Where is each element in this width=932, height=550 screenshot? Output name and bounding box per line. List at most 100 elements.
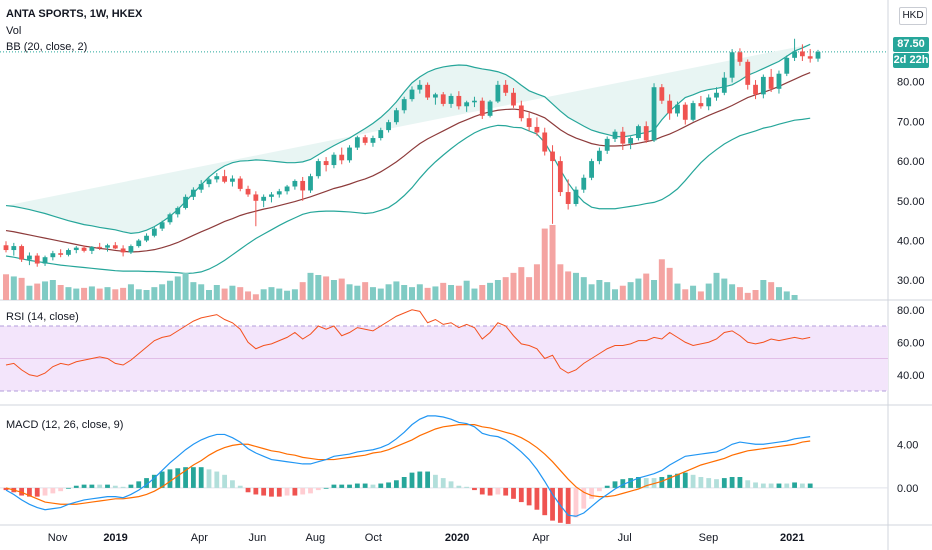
macd-histogram-bar xyxy=(34,487,40,497)
volume-bar xyxy=(65,287,72,300)
macd-histogram-bar xyxy=(737,477,743,488)
price-tick-label: 60.00 xyxy=(897,156,925,168)
candle-body xyxy=(261,196,267,201)
macd-histogram-bar xyxy=(596,487,602,492)
candle-body xyxy=(73,247,79,251)
macd-histogram-bar xyxy=(503,487,509,496)
volume-bar xyxy=(338,278,345,300)
candle-body xyxy=(589,161,594,178)
volume-bar xyxy=(518,267,525,300)
volume-bar xyxy=(463,280,470,300)
macd-histogram-bar xyxy=(393,480,399,488)
volume-bar xyxy=(565,271,572,300)
macd-histogram-bar xyxy=(245,487,251,493)
macd-histogram-bar xyxy=(315,487,321,491)
volume-bars xyxy=(3,225,798,300)
macd-histogram-bar xyxy=(776,483,782,488)
candle-body xyxy=(596,150,602,162)
volume-bar xyxy=(775,287,782,300)
candle-body xyxy=(425,84,431,98)
macd-label: MACD (12, 26, close, 9) xyxy=(6,419,124,431)
candle-body xyxy=(784,57,790,74)
volume-bar xyxy=(619,285,626,300)
candle-body xyxy=(760,76,766,95)
volume-bar xyxy=(42,281,49,300)
candle-body xyxy=(331,154,337,166)
volume-bar xyxy=(791,295,798,300)
macd-histogram-bar xyxy=(3,487,9,491)
macd-histogram-bar xyxy=(675,473,680,488)
rsi-label: RSI (14, close) xyxy=(6,311,79,323)
volume-bar xyxy=(229,285,236,300)
candle-body xyxy=(19,246,25,260)
volume-bar xyxy=(49,280,56,300)
macd-histogram-bar xyxy=(128,484,134,488)
candle-body xyxy=(675,104,680,114)
volume-bar xyxy=(26,285,33,300)
candle-body xyxy=(557,161,563,193)
candle-body xyxy=(245,188,251,195)
macd-histogram-bar xyxy=(589,487,594,499)
macd-histogram-bar xyxy=(370,484,376,488)
candle-body xyxy=(495,84,501,102)
candles xyxy=(3,38,821,267)
volume-bar xyxy=(432,286,439,300)
candle-body xyxy=(136,240,142,247)
volume-bar xyxy=(354,285,361,300)
volume-bar xyxy=(604,282,611,300)
chart-title: ANTA SPORTS, 1W, HKEX xyxy=(6,8,143,20)
macd-histogram-bar xyxy=(807,483,813,488)
candle-body xyxy=(401,99,407,111)
volume-bar xyxy=(455,285,462,300)
bb-label: BB (20, close, 2) xyxy=(6,41,88,53)
candle-body xyxy=(89,246,95,251)
candle-body xyxy=(214,176,220,180)
candle-body xyxy=(253,194,259,201)
countdown-tag: 2d 22h xyxy=(893,53,929,68)
volume-bar xyxy=(245,291,252,300)
candle-body xyxy=(526,118,532,127)
volume-bar xyxy=(729,284,736,300)
volume-bar xyxy=(252,294,259,300)
volume-bar xyxy=(635,278,642,300)
volume-bar xyxy=(377,288,384,300)
volume-bar xyxy=(674,283,681,300)
macd-tick-label: 0.00 xyxy=(897,483,918,495)
candle-body xyxy=(768,76,774,89)
volume-bar xyxy=(299,282,306,300)
macd-histogram-bar xyxy=(456,485,462,488)
macd-histogram-bar xyxy=(261,487,267,496)
currency-selector[interactable]: HKD xyxy=(899,7,927,25)
macd-histogram-bar xyxy=(760,483,766,488)
candle-body xyxy=(308,176,313,191)
macd-panel xyxy=(0,415,888,524)
macd-histogram-bar xyxy=(183,467,188,488)
volume-bar xyxy=(783,291,790,300)
volume-bar xyxy=(580,277,587,300)
candle-body xyxy=(362,137,368,143)
macd-histogram-bar xyxy=(745,480,751,488)
volume-bar xyxy=(705,283,712,300)
volume-bar xyxy=(533,264,540,300)
macd-histogram-bar xyxy=(347,484,352,488)
macd-histogram-bar xyxy=(534,487,540,510)
time-tick-label: Apr xyxy=(532,532,549,544)
volume-bar xyxy=(104,287,111,300)
candle-body xyxy=(581,177,587,190)
candle-body xyxy=(339,154,345,161)
candle-body xyxy=(643,126,649,141)
volume-bar xyxy=(88,286,95,300)
macd-histogram-bar xyxy=(269,487,274,497)
volume-bar xyxy=(221,288,228,300)
macd-histogram-bar xyxy=(433,474,438,488)
rsi-panel xyxy=(0,309,888,392)
volume-bar xyxy=(198,284,205,300)
macd-histogram-bar xyxy=(659,477,665,488)
volume-bar xyxy=(768,282,775,300)
volume-bar xyxy=(744,292,751,300)
candle-body xyxy=(409,89,415,100)
candle-body xyxy=(323,161,329,166)
volume-bar xyxy=(627,282,634,300)
volume-bar xyxy=(721,278,728,300)
candle-body xyxy=(729,52,735,78)
